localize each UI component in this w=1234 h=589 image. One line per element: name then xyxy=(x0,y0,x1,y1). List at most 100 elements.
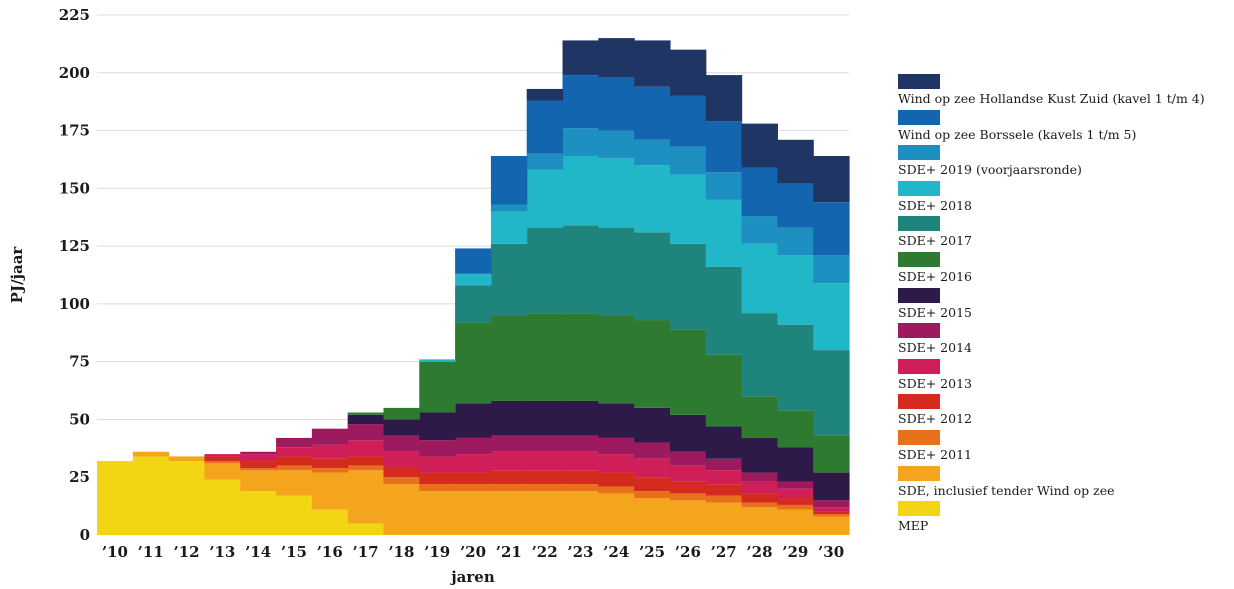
area-segment xyxy=(777,324,814,411)
area-segment xyxy=(240,454,277,462)
legend-item: SDE+ 2017 xyxy=(898,216,1228,252)
area-segment xyxy=(741,216,778,244)
area-segment xyxy=(383,477,420,485)
legend-item: SDE, inclusief tender Wind op zee xyxy=(898,465,1228,502)
area-segment xyxy=(705,172,743,200)
area-segment xyxy=(813,202,850,256)
area-segment xyxy=(741,243,778,314)
area-segment xyxy=(705,426,743,459)
area-segment xyxy=(741,437,778,473)
area-segment xyxy=(634,477,671,492)
area-segment xyxy=(311,472,349,510)
area-segment xyxy=(383,451,420,468)
area-segment xyxy=(276,470,313,496)
area-segment xyxy=(276,447,313,457)
series-4 xyxy=(204,440,850,512)
area-segment xyxy=(598,130,635,159)
area-segment xyxy=(669,481,707,494)
area-segment xyxy=(634,232,671,321)
area-segment xyxy=(455,437,492,455)
legend-item: SDE+ 2016 xyxy=(898,251,1228,288)
legend-label: SDE+ 2018 xyxy=(898,197,972,213)
area-segment xyxy=(455,403,492,438)
area-segment xyxy=(276,456,313,466)
area-segment xyxy=(490,400,528,436)
x-tick-label: ’24 xyxy=(603,543,629,561)
legend-label: Wind op zee Borssele (kavels 1 t/m 5) xyxy=(898,126,1137,142)
area-segment xyxy=(562,155,599,226)
area-segment xyxy=(419,359,456,362)
legend-swatch xyxy=(898,180,940,196)
area-segment xyxy=(669,243,707,330)
area-segment xyxy=(705,484,743,496)
legend-swatch xyxy=(898,216,940,232)
area-segment xyxy=(813,435,850,473)
area-segment xyxy=(777,488,814,499)
legend-item: SDE+ 2011 xyxy=(898,429,1228,466)
area-segment xyxy=(455,285,492,323)
y-tick-label: 175 xyxy=(59,122,90,140)
area-segment xyxy=(669,414,707,452)
y-axis-title: PJ/jaar xyxy=(8,246,26,304)
area-segment xyxy=(526,435,564,452)
legend-swatch xyxy=(898,323,940,339)
area-segment xyxy=(741,502,778,508)
area-segment xyxy=(777,410,814,448)
area-segment xyxy=(490,470,528,485)
area-segment xyxy=(347,424,385,441)
area-segment xyxy=(634,498,671,535)
area-segment xyxy=(562,75,599,129)
area-segment xyxy=(311,444,349,459)
area-segment xyxy=(813,255,850,284)
area-segment xyxy=(741,493,778,503)
area-segment xyxy=(526,400,564,436)
x-tick-label: ’25 xyxy=(639,543,665,561)
area-segment xyxy=(240,470,277,492)
area-segment xyxy=(132,451,170,457)
legend-swatch xyxy=(898,145,940,161)
area-segment xyxy=(598,158,635,228)
legend-label: SDE+ 2015 xyxy=(898,304,972,320)
y-tick-label: 50 xyxy=(69,410,90,428)
legend-label: SDE+ 2016 xyxy=(898,268,972,284)
area-segment xyxy=(741,313,778,397)
area-segment xyxy=(813,500,850,508)
legend-label: SDE, inclusief tender Wind op zee xyxy=(898,482,1115,498)
x-tick-label: ’14 xyxy=(245,543,271,561)
area-segment xyxy=(347,414,385,425)
area-segment xyxy=(240,461,277,468)
area-segment xyxy=(311,509,349,535)
area-segment xyxy=(240,491,277,535)
area-segment xyxy=(777,498,814,505)
x-tick-label: ’13 xyxy=(209,543,235,561)
area-segment xyxy=(813,507,850,512)
y-tick-label: 200 xyxy=(59,64,90,82)
series-5 xyxy=(240,424,850,508)
area-segment xyxy=(777,447,814,482)
legend-label: SDE+ 2013 xyxy=(898,375,972,391)
area-segment xyxy=(705,502,743,535)
area-segment xyxy=(347,470,385,524)
area-segment xyxy=(383,419,420,436)
area-segment xyxy=(383,407,420,420)
area-segment xyxy=(204,454,241,457)
series-11 xyxy=(455,75,850,274)
x-tick-label: ’26 xyxy=(675,543,701,561)
x-tick-label: ’23 xyxy=(567,543,593,561)
area-segment xyxy=(813,283,850,351)
area-segment xyxy=(669,329,707,415)
area-segment xyxy=(669,451,707,466)
legend-item: MEP xyxy=(898,501,1228,537)
area-segment xyxy=(204,463,241,480)
area-segment xyxy=(490,155,528,205)
area-segment xyxy=(455,484,492,492)
area-segment xyxy=(777,227,814,256)
area-segment xyxy=(455,322,492,404)
area-segment xyxy=(526,153,564,170)
x-tick-label: ’16 xyxy=(317,543,343,561)
series-12 xyxy=(526,38,850,203)
area-segment xyxy=(276,465,313,471)
y-tick-label: 225 xyxy=(59,6,90,24)
area-segment xyxy=(383,435,420,452)
x-tick-label: ’29 xyxy=(782,543,808,561)
